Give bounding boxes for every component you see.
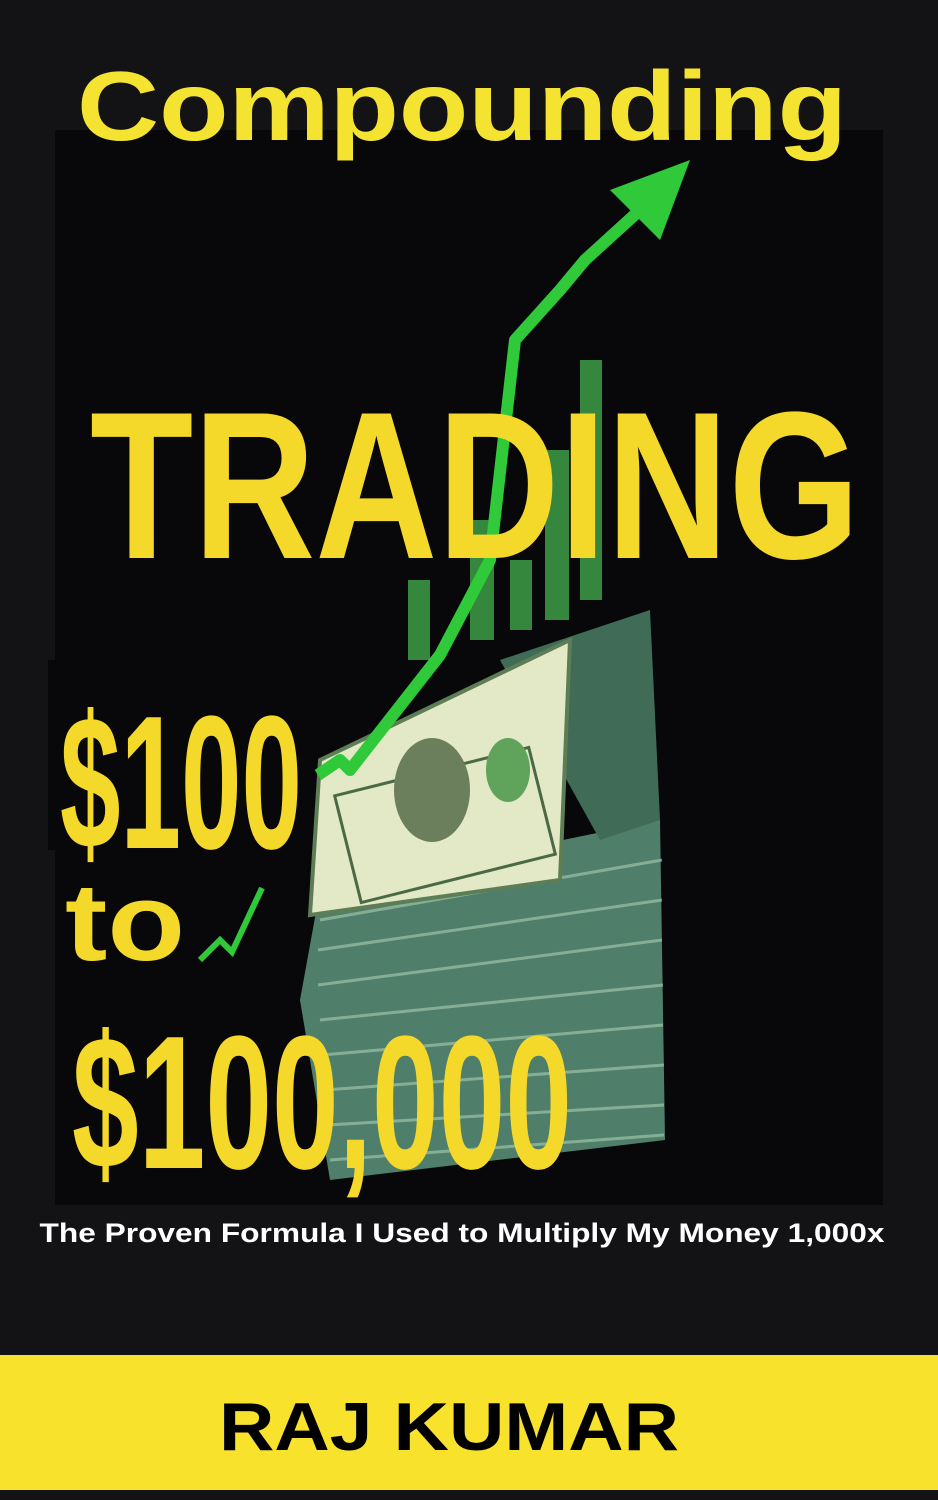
money-stack — [300, 610, 665, 1180]
arrow-head — [610, 160, 690, 240]
amount-start-bg — [48, 660, 306, 850]
chart-bars — [408, 360, 602, 660]
growth-arrow — [314, 205, 645, 780]
title-top: Compounding — [77, 51, 847, 161]
author-band — [0, 1355, 938, 1490]
amount-start: $100 — [60, 677, 302, 889]
title-main: TRADING — [90, 368, 860, 603]
author: RAJ KUMAR — [219, 1389, 679, 1465]
subtitle: The Proven Formula I Used to Multiply My… — [40, 1218, 885, 1248]
connector: to — [65, 861, 185, 984]
amount-end: $100,000 — [72, 997, 572, 1209]
small-arrow — [197, 886, 265, 963]
